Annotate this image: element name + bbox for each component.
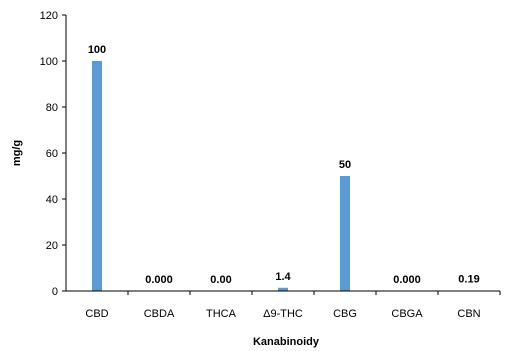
y-axis: 0 20 40 60 80 100 120 [40, 10, 66, 298]
x-tick-label: THCA [206, 308, 237, 320]
x-tick-label: CBGA [391, 308, 423, 320]
y-tick-label: 20 [46, 240, 58, 252]
x-tick-label: CBDA [144, 308, 175, 320]
data-label: 0.19 [458, 274, 479, 286]
x-axis-title: Kanabinoidy [253, 336, 320, 348]
data-label: 0.00 [210, 274, 231, 286]
data-label: 0.000 [393, 274, 421, 286]
x-tick-label: CBG [333, 308, 357, 320]
data-label: 1.4 [275, 271, 291, 283]
x-tick-label: Δ9-THC [263, 308, 303, 320]
x-tick-label: CBD [85, 308, 108, 320]
y-tick-label: 40 [46, 194, 58, 206]
y-tick-label: 100 [40, 56, 58, 68]
y-tick-label: 80 [46, 102, 58, 114]
bar [278, 287, 288, 291]
y-tick-label: 0 [52, 286, 58, 298]
bar [340, 176, 350, 291]
y-axis-title: mg/g [11, 140, 23, 166]
data-labels: 100 0.000 0.00 1.4 50 0.000 0.19 [88, 44, 480, 286]
bar [92, 61, 102, 291]
y-tick-label: 120 [40, 10, 58, 22]
x-tick-label: CBN [457, 308, 480, 320]
x-axis: CBD CBDA THCA Δ9-THC CBG CBGA CBN [85, 291, 501, 320]
data-label: 50 [339, 159, 351, 171]
data-label: 0.000 [145, 274, 173, 286]
data-label: 100 [88, 44, 106, 56]
y-tick-label: 60 [46, 148, 58, 160]
bars [92, 61, 474, 291]
